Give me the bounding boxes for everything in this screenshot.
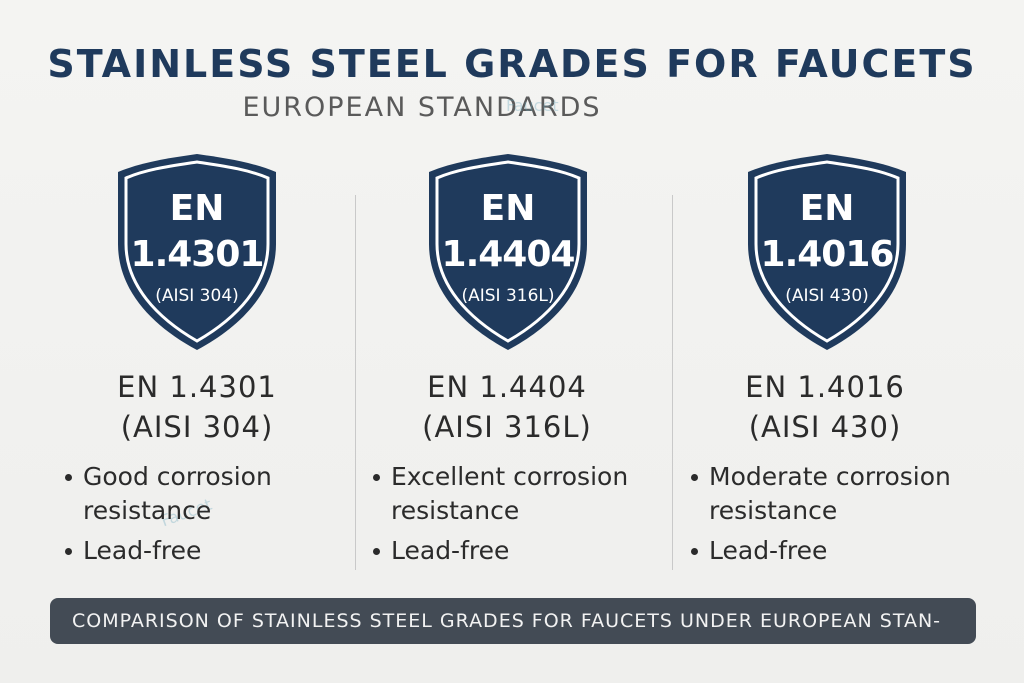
shield-aisi-label: (AISI 430) xyxy=(785,286,869,306)
grade-properties: Moderate corrosion resistance Lead-free xyxy=(689,460,1009,574)
grade-shield: EN 1.4404 (AISI 316L) xyxy=(425,152,591,352)
property-item: Lead-free xyxy=(371,534,701,568)
grade-shield: EN 1.4016 (AISI 430) xyxy=(744,152,910,352)
bullet-dot-icon xyxy=(373,548,380,555)
bullet-dot-icon xyxy=(373,474,380,481)
shield-icon xyxy=(748,154,906,350)
grade-aisi: (AISI 430) xyxy=(748,410,902,444)
grade-aisi: (AISI 316L) xyxy=(422,410,592,444)
column-divider xyxy=(672,195,673,570)
property-item: Excellent corrosion resistance xyxy=(371,460,701,528)
shield-en-label: EN xyxy=(480,188,536,229)
page-title: STAINLESS STEEL GRADES FOR FAUCETS xyxy=(47,42,977,86)
property-item: Good corrosion resistance xyxy=(63,460,393,528)
grade-name: EN 1.4301 xyxy=(117,370,277,404)
grade-name: EN 1.4016 xyxy=(745,370,905,404)
shield-grade-number: 1.4301 xyxy=(130,234,265,275)
shield-aisi-label: (AISI 304) xyxy=(155,286,239,306)
shield-aisi-label: (AISI 316L) xyxy=(461,286,555,306)
grade-properties: Good corrosion resistance Lead-free xyxy=(63,460,393,574)
watermark-text: Faucet xyxy=(506,96,559,115)
bullet-dot-icon xyxy=(691,474,698,481)
shield-grade-number: 1.4016 xyxy=(760,234,895,275)
grade-name: EN 1.4404 xyxy=(427,370,587,404)
grade-aisi: (AISI 304) xyxy=(120,410,274,444)
bullet-dot-icon xyxy=(65,474,72,481)
shield-icon xyxy=(118,154,276,350)
shield-grade-number: 1.4404 xyxy=(441,234,576,275)
column-divider xyxy=(355,195,356,570)
shield-icon xyxy=(429,154,587,350)
page-subtitle: EUROPEAN STANDARDS xyxy=(242,92,602,123)
property-item: Moderate corrosion resistance xyxy=(689,460,1009,528)
property-item: Lead-free xyxy=(689,534,1009,568)
grade-shield: EN 1.4301 (AISI 304) xyxy=(114,152,280,352)
grade-properties: Excellent corrosion resistance Lead-free xyxy=(371,460,701,574)
shield-en-label: EN xyxy=(799,188,855,229)
bullet-dot-icon xyxy=(691,548,698,555)
bullet-dot-icon xyxy=(65,548,72,555)
shield-en-label: EN xyxy=(169,188,225,229)
property-item: Lead-free xyxy=(63,534,393,568)
caption-banner: COMPARISON OF STAINLESS STEEL GRADES FOR… xyxy=(50,598,976,644)
